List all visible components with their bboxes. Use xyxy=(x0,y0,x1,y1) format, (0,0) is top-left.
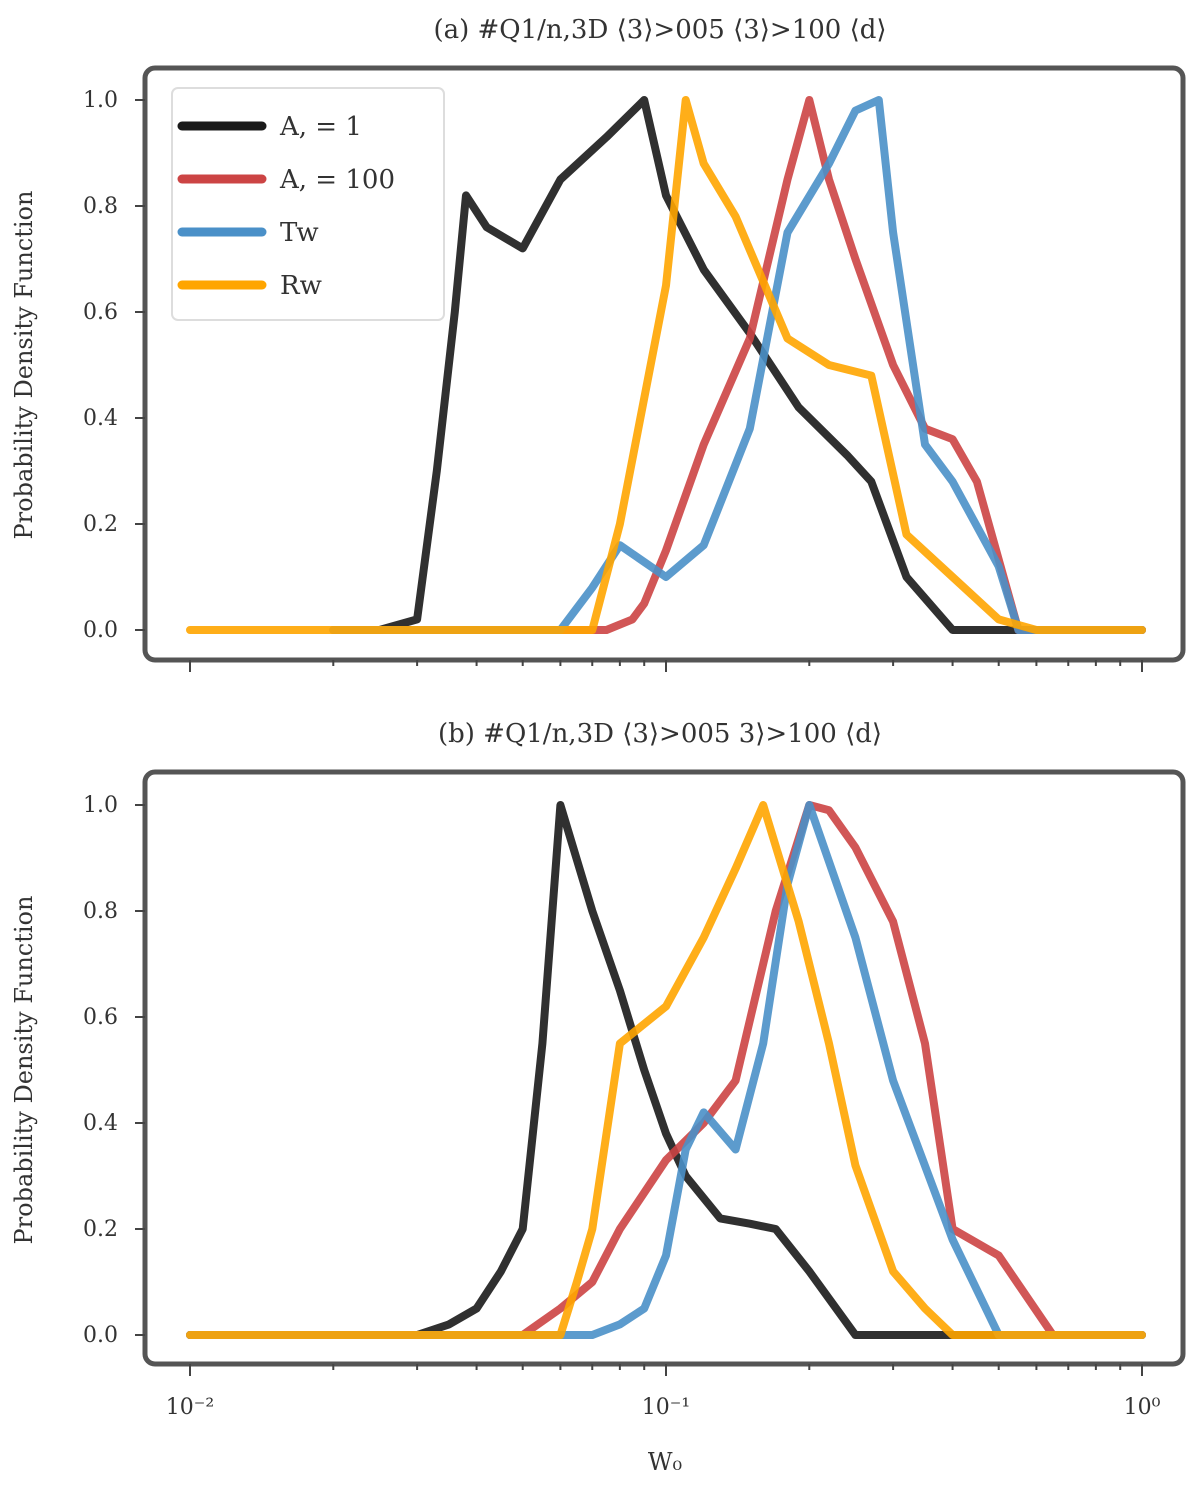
panel-b: (b) #Q1/n,3D ⟨3⟩>005 3⟩>100 ⟨d⟩ Probabil… xyxy=(10,719,1186,1476)
ytick-label: 0.4 xyxy=(83,406,118,431)
ytick-label: 0.8 xyxy=(83,194,118,219)
panel-a-frame xyxy=(142,65,1186,663)
panel-b-frame xyxy=(142,769,1186,1367)
panel-a: (a) #Q1/n,3D ⟨3⟩>005 ⟨3⟩>100 ⟨d⟩ Probabi… xyxy=(10,15,1186,672)
legend-box xyxy=(171,87,445,321)
series-line-0 xyxy=(329,96,1146,634)
panel-a-legend: A, = 1 A, = 100 Tw Rw xyxy=(171,87,445,321)
ytick-label: 0.6 xyxy=(83,1005,118,1030)
xtick-label: 10⁰ xyxy=(1124,1395,1161,1420)
panel-b-xticks: 10⁻² 10⁻¹ 10⁰ xyxy=(166,1364,1161,1420)
panel-a-xticks xyxy=(189,660,1143,672)
panel-b-title: (b) #Q1/n,3D ⟨3⟩>005 3⟩>100 ⟨d⟩ xyxy=(438,719,882,749)
ytick-label: 1.0 xyxy=(83,88,118,113)
series-line-1 xyxy=(329,96,1146,634)
ytick-label: 0.8 xyxy=(83,899,118,924)
series-line-2 xyxy=(186,801,1146,1339)
ytick-label: 0.4 xyxy=(83,1111,118,1136)
panel-a-title: (a) #Q1/n,3D ⟨3⟩>005 ⟨3⟩>100 ⟨d⟩ xyxy=(433,15,886,45)
series-line-2 xyxy=(329,96,1146,634)
legend-label-0: A, = 1 xyxy=(279,112,362,142)
ytick-label: 0.2 xyxy=(83,512,118,537)
ytick-label: 0.2 xyxy=(83,1217,118,1242)
panel-a-yticks: 0.0 0.2 0.4 0.6 0.8 1.0 xyxy=(83,88,145,643)
panel-b-series xyxy=(186,801,1146,1339)
ytick-label: 0.0 xyxy=(83,1323,118,1348)
panel-a-ylabel: Probability Density Function xyxy=(10,191,38,540)
xtick-label: 10⁻² xyxy=(166,1395,214,1420)
legend-label-3: Rw xyxy=(280,271,322,301)
panel-b-xlabel: W₀ xyxy=(648,1448,682,1476)
series-line-3 xyxy=(186,96,1146,634)
panel-b-yticks: 0.0 0.2 0.4 0.6 0.8 1.0 xyxy=(83,793,145,1348)
ytick-label: 0.6 xyxy=(83,300,118,325)
ytick-label: 0.0 xyxy=(83,618,118,643)
legend-label-2: Tw xyxy=(280,218,319,248)
panel-a-series xyxy=(186,96,1146,634)
panel-b-ylabel: Probability Density Function xyxy=(10,896,38,1245)
series-line-3 xyxy=(186,801,1146,1339)
ytick-label: 1.0 xyxy=(83,793,118,818)
legend-label-1: A, = 100 xyxy=(279,165,395,195)
xtick-label: 10⁻¹ xyxy=(642,1395,690,1420)
